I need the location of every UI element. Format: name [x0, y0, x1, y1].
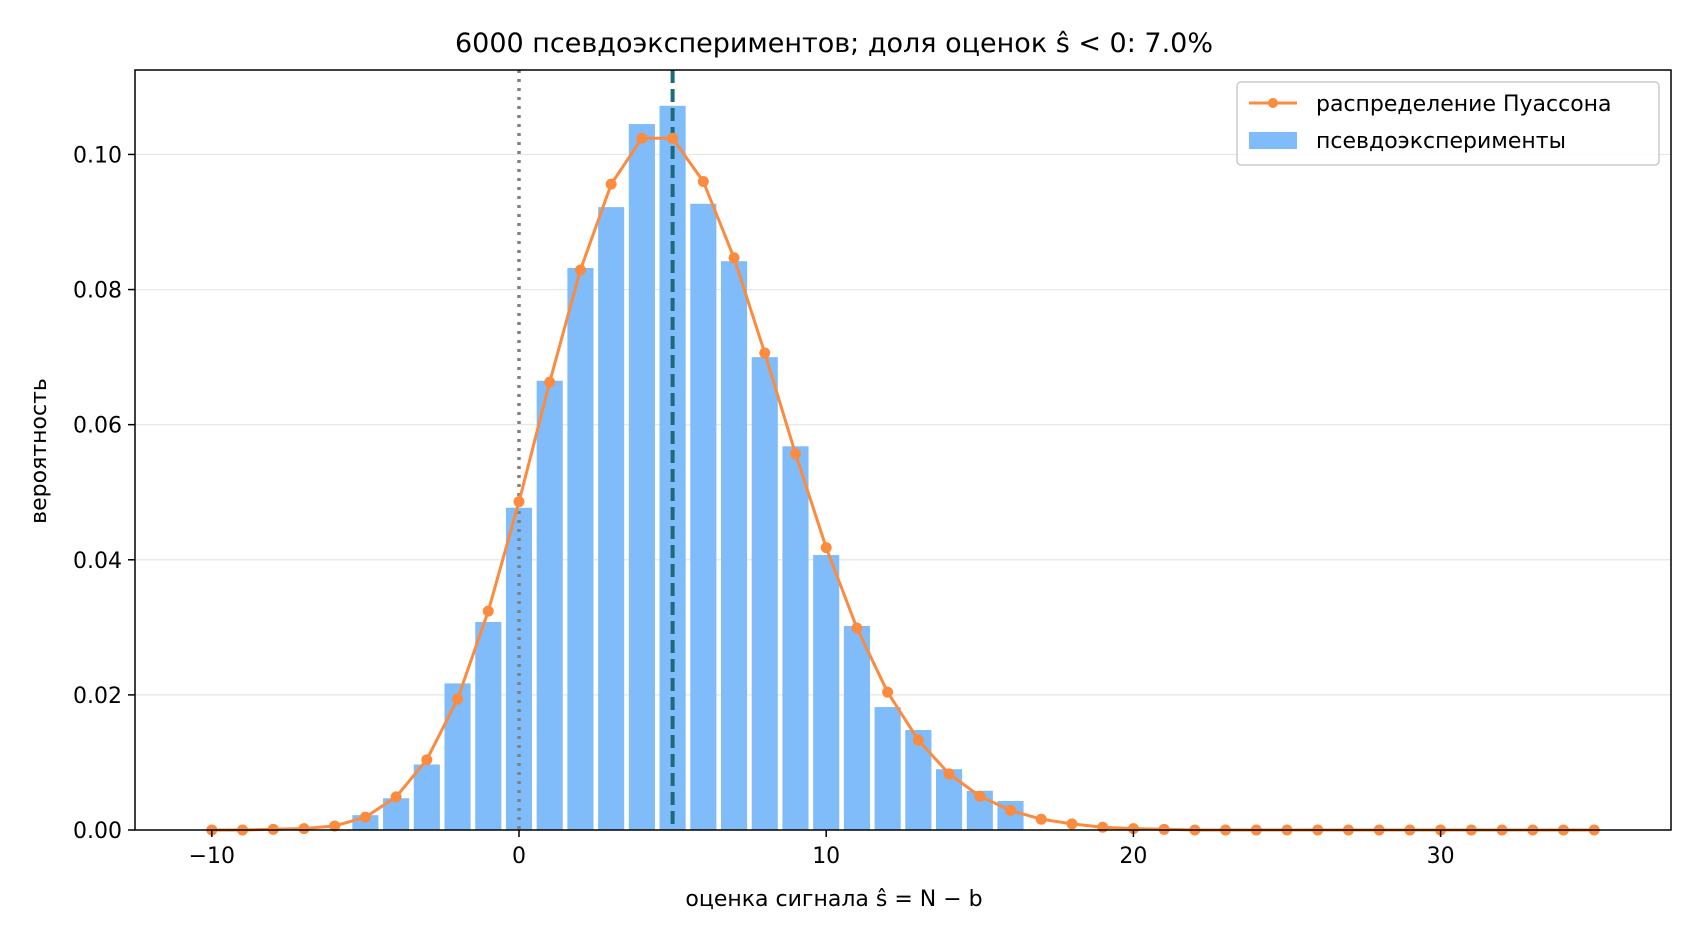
histogram-bar — [628, 124, 655, 831]
y-tick-label: 0.08 — [73, 279, 122, 304]
y-tick-label: 0.10 — [73, 143, 122, 168]
x-tick-label: −10 — [189, 844, 235, 869]
poisson-point — [1035, 813, 1047, 825]
histogram-bar — [598, 207, 625, 831]
histogram-bar — [874, 707, 901, 830]
poisson-line — [211, 136, 1595, 832]
poisson-point — [728, 252, 740, 264]
histogram-bar — [843, 625, 870, 830]
poisson-point — [974, 790, 986, 802]
poisson-point — [759, 347, 771, 359]
poisson-point — [697, 175, 709, 187]
legend-label-poisson: распределение Пуассона — [1316, 92, 1612, 117]
poisson-point — [298, 823, 310, 835]
histogram-bar — [444, 683, 471, 830]
histogram-bar — [413, 764, 440, 830]
histogram-bar — [690, 203, 717, 830]
poisson-point — [636, 132, 648, 144]
x-tick-label: 20 — [1119, 844, 1147, 869]
bars-layer — [352, 105, 1024, 831]
histogram-bar — [567, 267, 594, 831]
poisson-point — [820, 542, 832, 554]
histogram-bar — [720, 261, 748, 830]
histogram-bar — [505, 507, 533, 830]
legend-label-pseudo: псевдоэксперименты — [1316, 129, 1566, 154]
x-tick-label: 30 — [1427, 844, 1455, 869]
poisson-point — [1005, 804, 1017, 816]
histogram-bar — [905, 730, 932, 830]
reference-lines — [517, 70, 675, 830]
x-tick-label: 0 — [512, 844, 526, 869]
poisson-series — [206, 132, 1600, 836]
grid-layer — [135, 153, 1671, 696]
poisson-point — [329, 820, 341, 832]
poisson-point — [452, 693, 464, 705]
poisson-point — [789, 448, 801, 460]
poisson-point — [1097, 821, 1109, 833]
poisson-point — [882, 686, 894, 698]
y-axis-ticks: 0.00 0.02 0.04 0.06 0.08 0.10 — [73, 143, 135, 844]
plot-frame — [134, 69, 1672, 831]
chart-title: 6000 псевдоэкспериментов; доля оценок ŝ … — [455, 28, 1213, 59]
poisson-point — [482, 605, 494, 617]
y-tick-label: 0.02 — [73, 684, 122, 709]
poisson-point — [667, 132, 679, 144]
legend-box — [1236, 81, 1660, 166]
poisson-point — [544, 376, 556, 388]
histogram-bar — [751, 357, 778, 830]
poisson-point — [390, 791, 402, 803]
histogram-bar — [782, 446, 809, 830]
x-axis-ticks: −10 0 10 20 30 — [189, 830, 1455, 869]
poisson-point — [1066, 818, 1078, 830]
y-tick-label: 0.00 — [73, 819, 122, 844]
poisson-point — [574, 264, 586, 276]
y-tick-label: 0.04 — [73, 549, 122, 574]
x-axis-label: оценка сигнала ŝ = N − b — [685, 887, 982, 912]
poisson-point — [605, 178, 617, 190]
poisson-point — [359, 811, 371, 823]
poisson-point — [513, 496, 525, 508]
poisson-point — [421, 754, 433, 766]
histogram-bar — [475, 621, 502, 830]
y-axis-label: вероятность — [27, 378, 52, 524]
poisson-point — [851, 622, 863, 634]
legend-pseudo-bar-icon — [1249, 132, 1297, 149]
poisson-point — [1127, 823, 1139, 835]
y-tick-label: 0.06 — [73, 414, 122, 439]
legend: распределение Пуассона псевдоэксперимент… — [1236, 81, 1660, 166]
histogram-bar — [536, 380, 563, 830]
legend-poisson-marker-icon — [1268, 98, 1278, 108]
poisson-point — [943, 768, 955, 780]
poisson-point — [912, 734, 924, 746]
histogram-bar — [813, 555, 840, 830]
x-tick-label: 10 — [812, 844, 840, 869]
